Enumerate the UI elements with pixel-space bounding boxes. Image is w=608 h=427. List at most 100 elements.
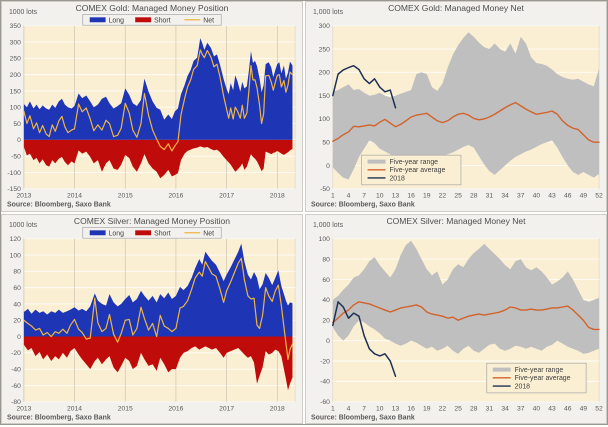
x-tick-label: 2017 bbox=[219, 193, 234, 200]
x-tick-label: 13 bbox=[392, 193, 400, 200]
units-label: 1,000 lots bbox=[313, 9, 344, 16]
y-tick-label: 200 bbox=[319, 70, 331, 77]
source-label: Source: Bloomberg, Saxo Bank bbox=[7, 202, 111, 209]
x-tick-label: 31 bbox=[486, 193, 494, 200]
x-tick-label: 2015 bbox=[118, 405, 133, 412]
y-tick-label: 80 bbox=[13, 268, 21, 275]
plot-area: -60 -40 -20 0 20 40 60 80 100 1 4 7 10 13 16 19 22 25 28 31… bbox=[319, 236, 603, 413]
y-tick-label: -40 bbox=[11, 366, 21, 373]
x-tick-label: 2014 bbox=[67, 193, 82, 200]
legend-label: Net bbox=[203, 17, 214, 24]
y-tick-label: 350 bbox=[10, 23, 22, 30]
x-tick-label: 52 bbox=[595, 405, 603, 412]
y-tick-label: -50 bbox=[11, 154, 21, 161]
legend-label: Long bbox=[109, 230, 125, 237]
y-tick-label: 40 bbox=[13, 301, 21, 308]
legend-label: Five-year average bbox=[389, 167, 445, 174]
y-tick-label: -60 bbox=[320, 399, 330, 406]
panel-silver-position: -80 -60 -40 -20 0 20 40 60 80 100 120 2013 2014 2015 2… bbox=[1, 213, 303, 424]
plot-area: -80 -60 -40 -20 0 20 40 60 80 100 120 2013 2014 2015 2… bbox=[10, 226, 296, 412]
y-tick-label: 40 bbox=[322, 297, 330, 304]
x-tick-label: 40 bbox=[533, 405, 541, 412]
x-tick-label: 34 bbox=[501, 405, 509, 412]
series-five-year-average bbox=[332, 101, 600, 143]
y-tick-label: 200 bbox=[10, 72, 22, 79]
y-tick-label: 0 bbox=[17, 137, 21, 144]
y-tick-label: 100 bbox=[319, 236, 331, 243]
x-tick-label: 2013 bbox=[16, 193, 31, 200]
y-tick-label: 60 bbox=[322, 276, 330, 283]
series-2018 bbox=[332, 300, 397, 377]
legend-box bbox=[82, 226, 222, 239]
legend-swatch-long bbox=[89, 17, 106, 23]
y-tick-label: -20 bbox=[11, 350, 21, 357]
x-tick-label: 22 bbox=[439, 193, 447, 200]
y-tick-label: 100 bbox=[319, 116, 331, 123]
y-tick-label: -100 bbox=[7, 170, 21, 177]
y-tick-label: 50 bbox=[322, 140, 330, 147]
x-tick-label: 28 bbox=[470, 193, 478, 200]
legend-label: Five-year range bbox=[515, 367, 564, 374]
x-tick-label: 2018 bbox=[270, 193, 285, 200]
legend-label: Long bbox=[109, 17, 125, 24]
source-label: Source: Bloomberg, Saxo Bank bbox=[311, 202, 415, 209]
x-tick-label: 16 bbox=[407, 193, 415, 200]
series-long bbox=[23, 243, 293, 337]
x-tick-label: 13 bbox=[392, 405, 400, 412]
x-tick-label: 28 bbox=[470, 405, 478, 412]
legend-label: Five-year range bbox=[389, 159, 438, 166]
x-tick-label: 43 bbox=[548, 405, 556, 412]
y-tick-label: 60 bbox=[13, 285, 21, 292]
legend-label: 2018 bbox=[389, 175, 405, 182]
x-tick-label: 7 bbox=[362, 193, 366, 200]
y-tick-label: 20 bbox=[13, 317, 21, 324]
y-tick-label: 150 bbox=[10, 88, 22, 95]
x-tick-label: 46 bbox=[564, 193, 572, 200]
x-tick-label: 2016 bbox=[168, 405, 183, 412]
y-tick-label: 100 bbox=[10, 252, 22, 259]
x-tick-label: 19 bbox=[423, 405, 431, 412]
x-tick-label: 31 bbox=[486, 405, 494, 412]
chart-title: COMEX Gold: Managed Money Position bbox=[76, 3, 229, 13]
y-tick-label: 0 bbox=[326, 163, 330, 170]
x-tick-label: 10 bbox=[376, 193, 384, 200]
legend-label: 2018 bbox=[515, 383, 531, 390]
legend-label: Short bbox=[154, 17, 171, 24]
x-tick-label: 49 bbox=[580, 193, 588, 200]
y-tick-label: 300 bbox=[10, 39, 22, 46]
series-short bbox=[23, 139, 293, 179]
units-label: 1000 lots bbox=[9, 9, 38, 16]
chart-gold-net: -50 0 50 100 150 200 250 300 1 4 7 10 13 16 19 22 25 28 31… bbox=[311, 3, 603, 209]
chart-silver-net: -60 -40 -20 0 20 40 60 80 100 1 4 7 10 13 16 19 22 25 28 31… bbox=[311, 215, 603, 421]
x-tick-label: 2018 bbox=[270, 405, 285, 412]
x-tick-label: 16 bbox=[407, 405, 415, 412]
x-tick-label: 4 bbox=[347, 193, 351, 200]
chart-silver-position: -80 -60 -40 -20 0 20 40 60 80 100 120 2013 2014 2015 2… bbox=[7, 215, 296, 421]
y-tick-label: 20 bbox=[322, 317, 330, 324]
legend-label: Short bbox=[154, 230, 171, 237]
legend-label: Five-year average bbox=[515, 375, 571, 382]
y-tick-label: 100 bbox=[10, 105, 22, 112]
legend-swatch-long bbox=[89, 229, 106, 235]
series-five-year-average bbox=[332, 300, 600, 330]
panel-gold-net: -50 0 50 100 150 200 250 300 1 4 7 10 13 16 19 22 25 28 31… bbox=[305, 1, 607, 212]
y-tick-label: 120 bbox=[10, 236, 22, 243]
x-tick-label: 49 bbox=[580, 405, 588, 412]
x-tick-label: 40 bbox=[533, 193, 541, 200]
source-label: Source: Bloomberg, Saxo Bank bbox=[311, 414, 415, 421]
legend-swatch-short bbox=[135, 229, 152, 235]
x-tick-label: 22 bbox=[439, 405, 447, 412]
x-tick-label: 52 bbox=[595, 193, 603, 200]
panel-silver-net: -60 -40 -20 0 20 40 60 80 100 1 4 7 10 13 16 19 22 25 28 31… bbox=[305, 213, 607, 424]
series-long bbox=[23, 38, 293, 140]
y-tick-label: -80 bbox=[11, 399, 21, 406]
x-tick-label: 2017 bbox=[219, 405, 234, 412]
y-tick-label: -50 bbox=[320, 186, 330, 193]
y-tick-label: -60 bbox=[11, 382, 21, 389]
legend-label: Net bbox=[203, 230, 214, 237]
series-five-year-range bbox=[332, 32, 600, 180]
x-tick-label: 19 bbox=[423, 193, 431, 200]
y-tick-label: 250 bbox=[10, 56, 22, 63]
x-tick-label: 1 bbox=[331, 405, 335, 412]
